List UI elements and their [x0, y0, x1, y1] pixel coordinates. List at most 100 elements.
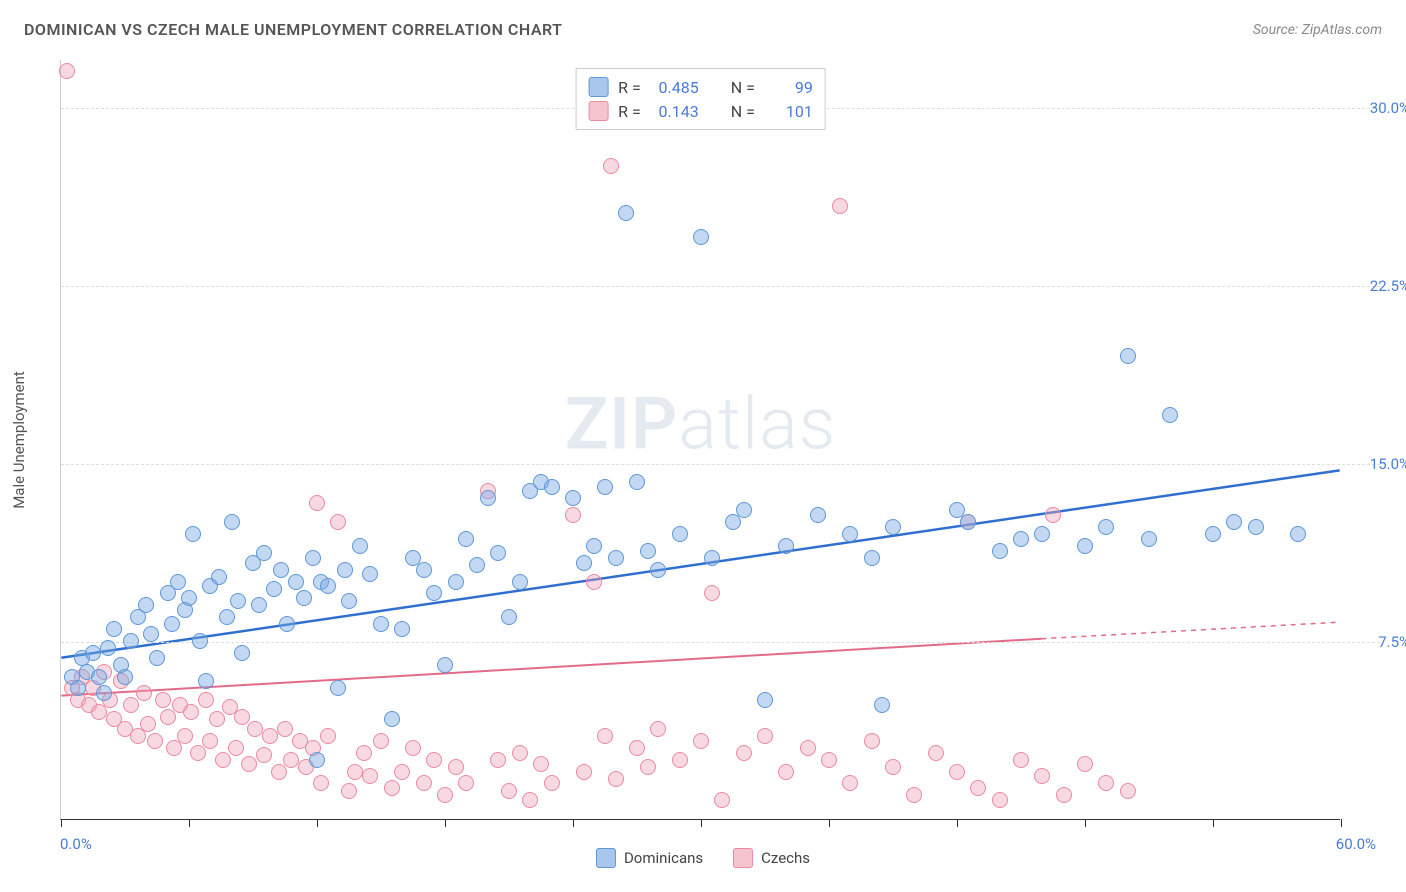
scatter-point	[885, 519, 901, 535]
scatter-point	[117, 669, 133, 685]
scatter-point	[224, 514, 240, 530]
x-tick	[61, 819, 62, 827]
n-value: 99	[765, 78, 813, 97]
legend-swatch	[588, 101, 608, 121]
scatter-point	[597, 479, 613, 495]
scatter-point	[305, 550, 321, 566]
scatter-point	[672, 526, 688, 542]
x-tick	[573, 819, 574, 827]
scatter-point	[136, 685, 152, 701]
watermark: ZIPatlas	[565, 382, 837, 467]
y-tick-label: 22.5%	[1350, 277, 1406, 295]
scatter-point	[1013, 752, 1029, 768]
scatter-point	[96, 685, 112, 701]
scatter-point	[1141, 531, 1157, 547]
scatter-point	[640, 759, 656, 775]
scatter-point	[198, 673, 214, 689]
scatter-point	[864, 550, 880, 566]
scatter-point	[949, 764, 965, 780]
scatter-point	[448, 574, 464, 590]
r-label: R =	[618, 102, 641, 121]
scatter-point	[1226, 514, 1242, 530]
scatter-point	[85, 645, 101, 661]
x-tick	[445, 819, 446, 827]
x-axis-min-label: 0.0%	[60, 835, 92, 853]
legend-label: Czechs	[761, 849, 810, 867]
scatter-point	[309, 495, 325, 511]
scatter-point	[362, 566, 378, 582]
x-tick	[957, 819, 958, 827]
scatter-point	[320, 728, 336, 744]
scatter-point	[448, 759, 464, 775]
scatter-point	[185, 526, 201, 542]
scatter-point	[155, 692, 171, 708]
legend-swatch	[588, 77, 608, 97]
scatter-point	[190, 745, 206, 761]
scatter-point	[693, 733, 709, 749]
scatter-point	[778, 538, 794, 554]
scatter-point	[693, 229, 709, 245]
scatter-point	[565, 490, 581, 506]
scatter-point	[576, 764, 592, 780]
scatter-point	[140, 716, 156, 732]
n-label: N =	[731, 102, 755, 121]
scatter-point	[356, 745, 372, 761]
x-tick	[189, 819, 190, 827]
scatter-point	[283, 752, 299, 768]
scatter-point	[394, 764, 410, 780]
scatter-point	[251, 597, 267, 613]
scatter-point	[426, 752, 442, 768]
x-axis-max-label: 60.0%	[1336, 835, 1376, 853]
gridline	[61, 464, 1380, 465]
scatter-point	[416, 775, 432, 791]
scatter-point	[757, 692, 773, 708]
scatter-point	[149, 650, 165, 666]
scatter-point	[288, 574, 304, 590]
scatter-point	[143, 626, 159, 642]
scatter-point	[59, 63, 75, 79]
legend-swatch	[733, 848, 753, 868]
legend-stats-row: R =0.143N =101	[588, 99, 813, 123]
scatter-plot-area: ZIPatlas R =0.485N =99R =0.143N =101 7.5…	[60, 60, 1340, 820]
scatter-point	[320, 578, 336, 594]
scatter-point	[170, 574, 186, 590]
gridline	[61, 642, 1380, 643]
scatter-point	[864, 733, 880, 749]
scatter-point	[384, 780, 400, 796]
scatter-point	[437, 657, 453, 673]
scatter-point	[160, 709, 176, 725]
scatter-point	[373, 616, 389, 632]
scatter-point	[277, 721, 293, 737]
scatter-point	[501, 609, 517, 625]
scatter-point	[1120, 348, 1136, 364]
scatter-point	[992, 543, 1008, 559]
scatter-point	[490, 545, 506, 561]
scatter-point	[629, 740, 645, 756]
scatter-point	[313, 775, 329, 791]
scatter-point	[296, 590, 312, 606]
scatter-point	[341, 783, 357, 799]
scatter-point	[522, 792, 538, 808]
scatter-point	[885, 759, 901, 775]
scatter-point	[1056, 787, 1072, 803]
scatter-point	[352, 538, 368, 554]
series-legend: Dominicans Czechs	[596, 848, 810, 868]
legend-label: Dominicans	[624, 849, 703, 867]
scatter-point	[842, 526, 858, 542]
scatter-point	[394, 621, 410, 637]
r-value: 0.143	[651, 102, 699, 121]
scatter-point	[906, 787, 922, 803]
scatter-point	[970, 780, 986, 796]
scatter-point	[106, 621, 122, 637]
scatter-point	[183, 704, 199, 720]
scatter-point	[228, 740, 244, 756]
legend-swatch	[596, 848, 616, 868]
scatter-point	[928, 745, 944, 761]
scatter-point	[1045, 507, 1061, 523]
scatter-point	[469, 557, 485, 573]
scatter-point	[123, 697, 139, 713]
r-label: R =	[618, 78, 641, 97]
scatter-point	[629, 474, 645, 490]
scatter-point	[458, 775, 474, 791]
scatter-point	[544, 479, 560, 495]
